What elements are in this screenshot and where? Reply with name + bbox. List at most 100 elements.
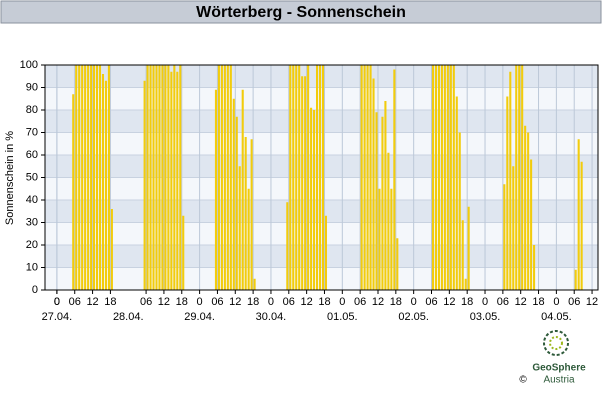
x-tick-label: 0 xyxy=(553,296,559,308)
bar xyxy=(393,69,396,290)
bar xyxy=(170,71,173,290)
x-tick-label: 18 xyxy=(104,296,116,308)
bar xyxy=(390,188,393,290)
bar xyxy=(396,238,399,290)
y-tick-label: 70 xyxy=(26,126,38,138)
x-date-label: 03.05. xyxy=(470,311,501,323)
bar xyxy=(247,188,250,290)
bar xyxy=(506,96,509,290)
x-tick-label: 06 xyxy=(497,296,509,308)
bar xyxy=(250,139,253,290)
bar xyxy=(253,278,256,290)
x-tick-label: 0 xyxy=(482,296,488,308)
y-tick-label: 50 xyxy=(26,171,38,183)
x-tick-label: 12 xyxy=(229,296,241,308)
x-tick-label: 06 xyxy=(69,296,81,308)
x-tick-label: 0 xyxy=(54,296,60,308)
grid-band xyxy=(45,87,598,110)
bar xyxy=(467,206,470,290)
bar xyxy=(295,65,298,290)
bar xyxy=(87,65,90,290)
x-tick-label: 12 xyxy=(515,296,527,308)
x-tick-label: 0 xyxy=(411,296,417,308)
bar xyxy=(509,71,512,290)
x-tick-label: 18 xyxy=(318,296,330,308)
bar xyxy=(107,65,110,290)
bar xyxy=(530,159,533,290)
grid-band xyxy=(45,110,598,133)
bar xyxy=(72,94,75,290)
x-tick-label: 12 xyxy=(372,296,384,308)
grid-band xyxy=(45,222,598,245)
bar xyxy=(176,71,179,290)
x-date-label: 27.04. xyxy=(42,311,73,323)
bar xyxy=(574,269,577,290)
y-axis-label: Sonnenschein in % xyxy=(4,131,16,225)
copyright: © xyxy=(519,375,527,386)
bar xyxy=(182,215,185,290)
x-tick-label: 18 xyxy=(461,296,473,308)
bar xyxy=(360,65,363,290)
bar xyxy=(232,98,235,290)
x-tick-label: 18 xyxy=(176,296,188,308)
bar xyxy=(104,80,107,290)
x-date-label: 30.04. xyxy=(256,311,287,323)
bar xyxy=(90,65,93,290)
x-tick-label: 06 xyxy=(140,296,152,308)
bar xyxy=(452,65,455,290)
bar xyxy=(241,89,244,290)
x-date-label: 28.04. xyxy=(113,311,144,323)
x-date-label: 01.05. xyxy=(327,311,358,323)
bar xyxy=(161,65,164,290)
grid-band xyxy=(45,65,598,88)
bar xyxy=(387,152,390,290)
y-tick-label: 80 xyxy=(26,104,38,116)
bar xyxy=(304,76,307,290)
bar xyxy=(167,65,170,290)
y-tick-label: 90 xyxy=(26,81,38,93)
x-tick-label: 12 xyxy=(301,296,313,308)
bar xyxy=(366,65,369,290)
bar xyxy=(223,65,226,290)
bar xyxy=(307,65,310,290)
bar xyxy=(440,65,443,290)
y-tick-label: 0 xyxy=(32,284,38,296)
bar xyxy=(173,65,176,290)
bar xyxy=(443,65,446,290)
bar xyxy=(527,132,530,290)
logo-icon xyxy=(543,330,569,356)
bar xyxy=(78,65,81,290)
x-tick-label: 12 xyxy=(158,296,170,308)
x-tick-label: 06 xyxy=(425,296,437,308)
bar xyxy=(214,89,217,290)
bar xyxy=(298,65,301,290)
bar xyxy=(524,125,527,290)
bar xyxy=(244,137,247,290)
bar xyxy=(437,65,440,290)
bar xyxy=(458,132,461,290)
y-tick-label: 100 xyxy=(20,59,38,71)
bar xyxy=(217,65,220,290)
bar xyxy=(378,188,381,290)
logo-name: Austria xyxy=(543,375,575,386)
bar xyxy=(310,107,313,290)
logo-name: GeoSphere xyxy=(532,363,586,374)
bar xyxy=(384,101,387,290)
x-tick-label: 06 xyxy=(211,296,223,308)
bar xyxy=(289,65,292,290)
x-tick-label: 12 xyxy=(86,296,98,308)
bar xyxy=(372,78,375,290)
x-tick-label: 0 xyxy=(268,296,274,308)
bar xyxy=(381,116,384,290)
grid-band xyxy=(45,245,598,268)
x-date-label: 02.05. xyxy=(398,311,429,323)
bar xyxy=(515,65,518,290)
bar xyxy=(434,65,438,290)
bar xyxy=(84,65,87,290)
x-tick-label: 18 xyxy=(390,296,402,308)
grid-band xyxy=(45,155,598,178)
bar xyxy=(95,65,99,290)
bar xyxy=(301,76,304,290)
plot-frame xyxy=(44,64,599,291)
